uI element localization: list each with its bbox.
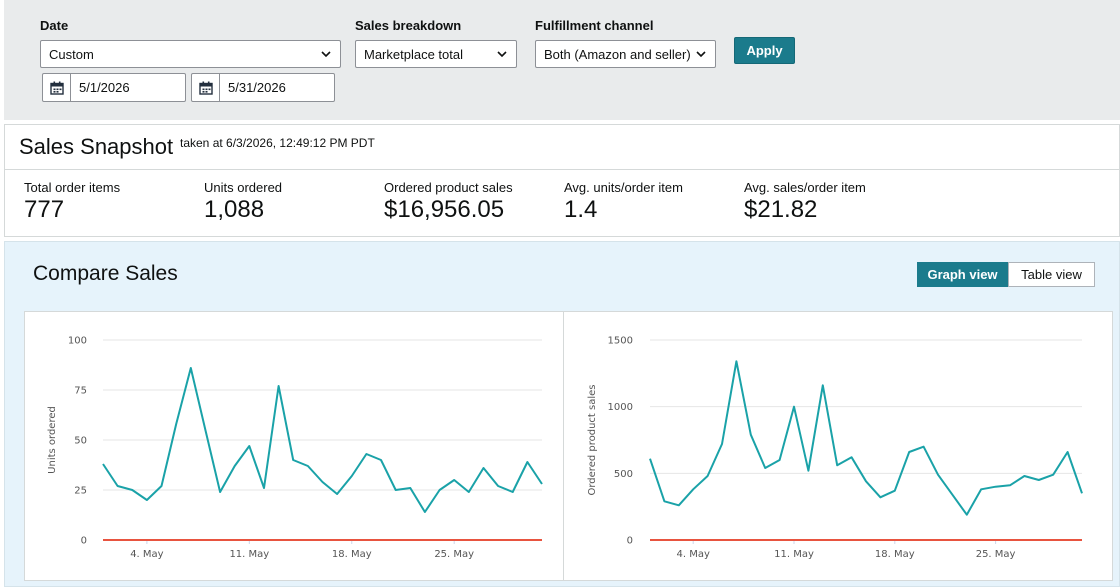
table-view-button[interactable]: Table view xyxy=(1008,262,1095,287)
fulfillment-channel-select[interactable]: Both (Amazon and seller) xyxy=(535,40,716,68)
x-tick-label: 11. May xyxy=(774,549,814,560)
chart-divider xyxy=(563,312,564,580)
y-tick-label: 500 xyxy=(614,469,633,480)
sales-breakdown-label: Sales breakdown xyxy=(355,18,462,33)
metric-label: Total order items xyxy=(24,180,121,195)
end-date-value: 5/31/2026 xyxy=(228,80,286,95)
metric-ordered-product-sales: Ordered product sales $16,956.05 xyxy=(384,180,513,224)
x-tick-label: 4. May xyxy=(676,549,709,560)
metric-value: 1,088 xyxy=(204,196,265,223)
start-date-value: 5/1/2026 xyxy=(79,80,130,95)
date-range-select[interactable]: Custom xyxy=(40,40,341,68)
x-tick-label: 25. May xyxy=(976,549,1016,560)
x-tick-label: 18. May xyxy=(875,549,915,560)
date-label: Date xyxy=(40,18,69,33)
end-date-field[interactable]: 5/31/2026 xyxy=(191,73,335,102)
y-tick-label: 100 xyxy=(68,336,87,347)
y-tick-label: 50 xyxy=(74,436,87,447)
calendar-icon[interactable] xyxy=(43,74,71,101)
y-axis-label: Units ordered xyxy=(47,406,58,474)
y-tick-label: 0 xyxy=(627,536,633,547)
snapshot-title: Sales Snapshot xyxy=(19,134,174,159)
y-tick-label: 1000 xyxy=(608,402,633,413)
metric-value: $21.82 xyxy=(744,196,818,223)
y-tick-label: 25 xyxy=(74,486,87,497)
y-tick-label: 75 xyxy=(74,386,87,397)
units-ordered-chart: 0 25 50 75 100 Units ordered 4. May 11. May 18. … xyxy=(47,336,543,560)
metric-value: 777 xyxy=(24,196,65,223)
metric-units-ordered: Units ordered 1,088 xyxy=(204,180,282,224)
filter-bar: Date Custom 5/1/2026 5/31/2026 Sales bre… xyxy=(4,0,1120,120)
metric-label: Avg. sales/order item xyxy=(744,180,866,195)
compare-sales-title: Compare Sales xyxy=(33,262,178,285)
metric-avg-sales-per-order-item: Avg. sales/order item $21.82 xyxy=(744,180,866,224)
x-tick-label: 11. May xyxy=(229,549,269,560)
series-line xyxy=(649,360,1083,516)
y-tick-label: 0 xyxy=(81,536,87,547)
metric-value: 1.4 xyxy=(564,196,598,223)
chevron-down-icon xyxy=(321,51,331,58)
y-tick-label: 1500 xyxy=(608,336,633,347)
series-line xyxy=(102,367,543,513)
compare-sales-panel: Compare Sales Graph view Table view 0 25 5… xyxy=(4,241,1120,587)
graph-view-button[interactable]: Graph view xyxy=(917,262,1008,287)
metric-label: Avg. units/order item xyxy=(564,180,683,195)
sales-breakdown-select[interactable]: Marketplace total xyxy=(355,40,517,68)
x-tick-label: 4. May xyxy=(130,549,163,560)
metric-label: Units ordered xyxy=(204,180,283,195)
metric-label: Ordered product sales xyxy=(384,180,513,195)
date-range-value: Custom xyxy=(49,47,94,62)
chevron-down-icon xyxy=(696,51,706,58)
charts-container: 0 25 50 75 100 Units ordered 4. May 11. May 18. … xyxy=(24,311,1113,581)
calendar-icon[interactable] xyxy=(192,74,220,101)
fulfillment-channel-label: Fulfillment channel xyxy=(535,18,654,33)
start-date-field[interactable]: 5/1/2026 xyxy=(42,73,186,102)
sales-breakdown-value: Marketplace total xyxy=(364,47,463,62)
metric-value: $16,956.05 xyxy=(384,196,505,223)
apply-button[interactable]: Apply xyxy=(734,37,795,64)
snapshot-timestamp: taken at 6/3/2026, 12:49:12 PM PDT xyxy=(180,136,375,150)
x-tick-label: 25. May xyxy=(434,549,474,560)
sales-snapshot-panel: Sales Snapshot taken at 6/3/2026, 12:49:… xyxy=(4,124,1120,237)
y-axis-label: Ordered product sales xyxy=(587,385,598,496)
ordered-product-sales-chart: 0 500 1000 1500 Ordered product sales 4. May 1… xyxy=(587,336,1083,560)
snapshot-header: Sales Snapshot taken at 6/3/2026, 12:49:… xyxy=(5,125,1119,170)
fulfillment-channel-value: Both (Amazon and seller) xyxy=(544,47,691,62)
x-tick-label: 18. May xyxy=(332,549,372,560)
metric-total-order-items: Total order items 777 xyxy=(24,180,120,224)
chevron-down-icon xyxy=(497,51,507,58)
metric-avg-units-per-order-item: Avg. units/order item 1.4 xyxy=(564,180,683,224)
